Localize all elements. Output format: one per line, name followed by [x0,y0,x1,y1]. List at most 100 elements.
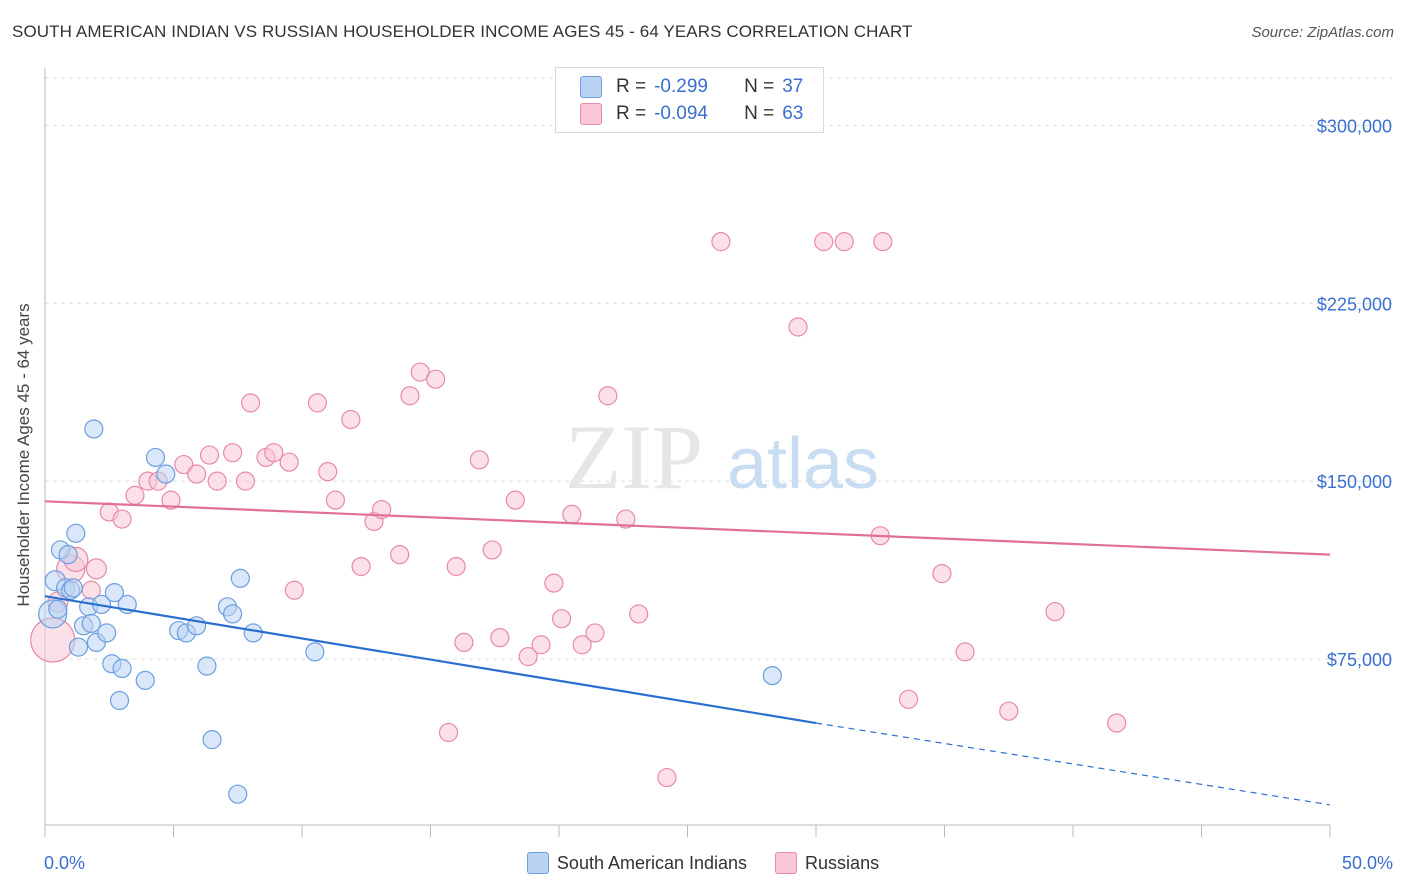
legend-label: South American Indians [556,852,748,873]
point-south-american-indian [112,658,132,679]
point-russian [999,701,1019,721]
point-south-american-indian [104,582,124,603]
trend-line-extension [815,722,1331,806]
point-russian [551,609,572,629]
series-russians [30,232,1127,788]
legend-n-value: 37 [782,76,804,97]
y-tick-label: $225,000 [1317,294,1392,314]
point-russian [426,369,446,389]
legend-item-south-american-indians[interactable]: South American Indians [526,852,748,874]
point-south-american-indian [202,730,222,750]
point-south-american-indian [197,656,217,676]
x-tick-label: 50.0% [1342,853,1393,873]
legend-n-label: N = [744,76,775,97]
point-russian [490,628,510,648]
legend-row-pink: R = -0.094 N = 63 [580,102,803,126]
point-russian [307,393,328,413]
point-russian [112,509,132,529]
point-russian [279,452,299,472]
legend-swatch-pink [775,852,798,874]
point-russian [174,454,194,475]
point-russian [572,635,592,655]
point-russian [629,604,649,624]
point-russian [585,623,605,643]
point-south-american-indian [243,623,263,643]
point-russian [438,722,459,743]
point-south-american-indian [223,604,243,624]
point-russian [834,232,854,252]
point-russian [788,317,808,337]
legend-swatch-blue [580,76,602,98]
point-south-american-indian [66,523,86,543]
point-south-american-indian [156,464,176,484]
point-russian [207,471,227,491]
point-russian [85,558,108,580]
legend-swatch-pink [580,103,602,125]
legend-r-value: -0.299 [654,76,708,97]
y-tick-label: $300,000 [1317,116,1392,136]
trend-lines [44,500,1331,806]
point-south-american-indian [68,637,89,657]
point-south-american-indian [230,568,250,588]
legend-n-label: N = [744,103,775,124]
series-legend: South American Indians Russians [0,852,1406,874]
point-south-american-indian [81,613,101,634]
point-south-american-indian [135,670,155,690]
legend-item-russians[interactable]: Russians [775,852,879,874]
point-russian [955,642,975,662]
point-south-american-indian [84,419,104,439]
legend-n-value: 63 [782,103,804,124]
point-russian [544,573,564,593]
point-russian [482,540,502,560]
tick-labels: $75,000 $150,000 $225,000 $300,000 0.0% 50.0% [44,116,1393,873]
y-tick-label: $150,000 [1317,472,1392,492]
chart-title: SOUTH AMERICAN INDIAN VS RUSSIAN HOUSEHO… [12,22,913,41]
point-south-american-indian [145,447,166,468]
point-russian [873,232,893,252]
point-russian [284,580,304,600]
legend-row-blue: R = -0.299 N = 37 [580,75,803,99]
y-tick-label: $75,000 [1327,650,1392,670]
watermark: ZIP atlas [565,406,879,508]
x-tick-label: 0.0% [44,853,85,873]
point-russian [711,232,731,252]
legend-r-label: R = [616,103,647,124]
point-russian [598,386,618,406]
point-south-american-indian [48,599,68,619]
watermark-zip: ZIP [565,406,703,508]
point-russian [264,443,284,463]
point-russian [898,689,919,709]
point-russian [446,556,466,577]
point-russian [1107,713,1127,733]
legend-label: Russians [805,852,880,873]
point-russian [241,393,261,413]
trend-line-south-american-indians [44,595,817,725]
correlation-legend: R = -0.299 N = 37 R = -0.094 N = 63 [555,67,824,133]
point-russian [318,462,338,482]
point-russian [932,564,952,584]
watermark-atlas: atlas [727,424,879,504]
point-russian [454,632,474,653]
point-russian [531,635,551,655]
source-label: Source: ZipAtlas.com [1251,24,1394,41]
point-south-american-indian [305,642,325,662]
point-south-american-indian [58,545,78,565]
point-russian [657,767,677,788]
point-russian [562,504,582,524]
point-russian [125,485,145,505]
point-russian [616,509,636,529]
legend-r-label: R = [616,76,647,97]
point-russian [400,386,420,406]
point-russian [223,443,243,463]
point-russian [1045,601,1065,622]
point-russian [325,490,346,510]
trend-line-russians [44,500,1331,556]
axes [44,68,1331,837]
point-russian [518,647,538,667]
point-south-american-indian [63,578,83,598]
y-axis-label: Householder Income Ages 45 - 64 years [14,303,33,607]
point-south-american-indian [97,623,117,643]
legend-swatch-blue [526,852,549,874]
point-south-american-indian [762,665,782,686]
